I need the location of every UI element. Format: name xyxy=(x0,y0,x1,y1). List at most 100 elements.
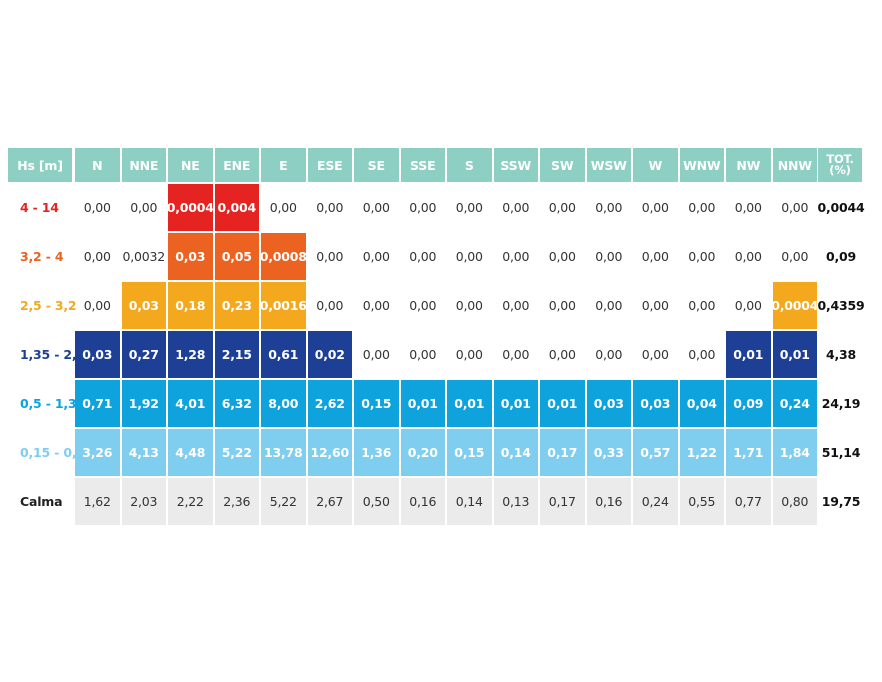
table-cell: 2,62 xyxy=(307,380,352,427)
table-cell: 1,36 xyxy=(354,429,399,476)
header-direction-n: N xyxy=(75,148,120,182)
table-cell: 1,84 xyxy=(772,429,817,476)
header-direction-ese: ESE xyxy=(307,148,352,182)
header-direction-ene: ENE xyxy=(214,148,259,182)
table-cell: 2,67 xyxy=(307,478,352,525)
header-direction-sw: SW xyxy=(540,148,585,182)
table-cell: 0,77 xyxy=(726,478,771,525)
table-cell: 0,00 xyxy=(502,249,530,264)
table-cell: 2,15 xyxy=(214,331,259,378)
table-cell: 8,00 xyxy=(261,380,306,427)
table-cell: 4,01 xyxy=(168,380,213,427)
table-cell: 0,00 xyxy=(409,200,437,215)
table-cell: 0,00 xyxy=(362,298,390,313)
table-cell: 0,00 xyxy=(455,249,483,264)
header-total: TOT. (%) xyxy=(818,148,862,182)
table-cell: 0,00 xyxy=(83,298,111,313)
header-direction-nw: NW xyxy=(726,148,771,182)
table-cell: 1,28 xyxy=(168,331,213,378)
table-cell: 0,0008 xyxy=(260,233,307,280)
table-cell: 0,01 xyxy=(447,380,492,427)
table-cell: 0,57 xyxy=(633,429,678,476)
table-cell: 0,00 xyxy=(548,249,576,264)
table-cell: 0,02 xyxy=(307,331,352,378)
table-cell: 0,18 xyxy=(168,282,213,329)
table-cell: 0,00 xyxy=(409,298,437,313)
header-direction-sse: SSE xyxy=(400,148,445,182)
table-cell: 0,00 xyxy=(455,347,483,362)
table-cell: 0,20 xyxy=(400,429,445,476)
row-total: 51,14 xyxy=(821,445,861,460)
table-cell: 0,00 xyxy=(548,298,576,313)
table-cell: 0,00 xyxy=(455,200,483,215)
table-cell: 0,00 xyxy=(362,200,390,215)
table-cell: 0,00 xyxy=(409,347,437,362)
table-cell: 0,00 xyxy=(502,298,530,313)
table-cell: 0,00 xyxy=(316,298,344,313)
table-cell: 0,00 xyxy=(316,249,344,264)
table-cell: 0,09 xyxy=(726,380,771,427)
table-cell: 0,00 xyxy=(688,249,716,264)
table-cell: 0,03 xyxy=(75,331,120,378)
table-cell: 0,15 xyxy=(447,429,492,476)
table-cell: 0,00 xyxy=(641,347,669,362)
row-label: 4 - 14 xyxy=(20,200,59,215)
table-cell: 4,48 xyxy=(168,429,213,476)
table-cell: 0,24 xyxy=(633,478,678,525)
table-cell: 5,22 xyxy=(214,429,259,476)
table-cell: 0,00 xyxy=(269,200,297,215)
row-total: 0,0044 xyxy=(817,200,865,215)
table-cell: 0,03 xyxy=(586,380,631,427)
table-cell: 2,22 xyxy=(168,478,213,525)
table-cell: 0,00 xyxy=(316,200,344,215)
table-cell: 0,00 xyxy=(688,200,716,215)
table-cell: 0,00 xyxy=(688,347,716,362)
table-cell: 0,16 xyxy=(400,478,445,525)
table-cell: 0,0004 xyxy=(167,184,214,231)
table-cell: 0,00 xyxy=(548,200,576,215)
row-total: 24,19 xyxy=(821,396,861,411)
table-cell: 0,00 xyxy=(83,200,111,215)
table-cell: 0,14 xyxy=(447,478,492,525)
header-direction-e: E xyxy=(261,148,306,182)
table-cell: 0,00 xyxy=(595,200,623,215)
table-cell: 0,00 xyxy=(130,200,158,215)
table-cell: 0,01 xyxy=(400,380,445,427)
header-total-line: (%) xyxy=(829,163,851,177)
table-cell: 0,14 xyxy=(493,429,538,476)
table-cell: 0,01 xyxy=(540,380,585,427)
table-cell: 0,00 xyxy=(455,298,483,313)
table-cell: 0,00 xyxy=(409,249,437,264)
table-cell: 0,00 xyxy=(362,249,390,264)
table-cell: 0,00 xyxy=(734,249,762,264)
table-cell: 0,27 xyxy=(121,331,166,378)
table-cell: 0,04 xyxy=(679,380,724,427)
table-cell: 5,22 xyxy=(261,478,306,525)
table-cell: 1,62 xyxy=(75,478,120,525)
table-cell: 0,00 xyxy=(502,347,530,362)
header-direction-nne: NNE xyxy=(121,148,166,182)
table-cell: 0,00 xyxy=(641,249,669,264)
row-label: 0,15 - 0,5 xyxy=(20,445,85,460)
table-cell: 4,13 xyxy=(121,429,166,476)
table-cell: 0,00 xyxy=(595,347,623,362)
table-cell: 0,00 xyxy=(688,298,716,313)
header-direction-wsw: WSW xyxy=(586,148,631,182)
header-direction-se: SE xyxy=(354,148,399,182)
table-cell: 2,36 xyxy=(214,478,259,525)
header-direction-wnw: WNW xyxy=(679,148,724,182)
table-cell: 0,03 xyxy=(121,282,166,329)
table-cell: 6,32 xyxy=(214,380,259,427)
table-cell: 3,26 xyxy=(75,429,120,476)
table-cell: 0,00 xyxy=(548,347,576,362)
table-cell: 0,00 xyxy=(734,298,762,313)
table-cell: 0,01 xyxy=(772,331,817,378)
row-label: Calma xyxy=(20,494,63,509)
table-cell: 0,17 xyxy=(540,478,585,525)
table-cell: 12,60 xyxy=(307,429,352,476)
table-cell: 1,71 xyxy=(726,429,771,476)
table-cell: 0,00 xyxy=(734,200,762,215)
row-total: 4,38 xyxy=(825,347,857,362)
table-cell: 0,15 xyxy=(354,380,399,427)
